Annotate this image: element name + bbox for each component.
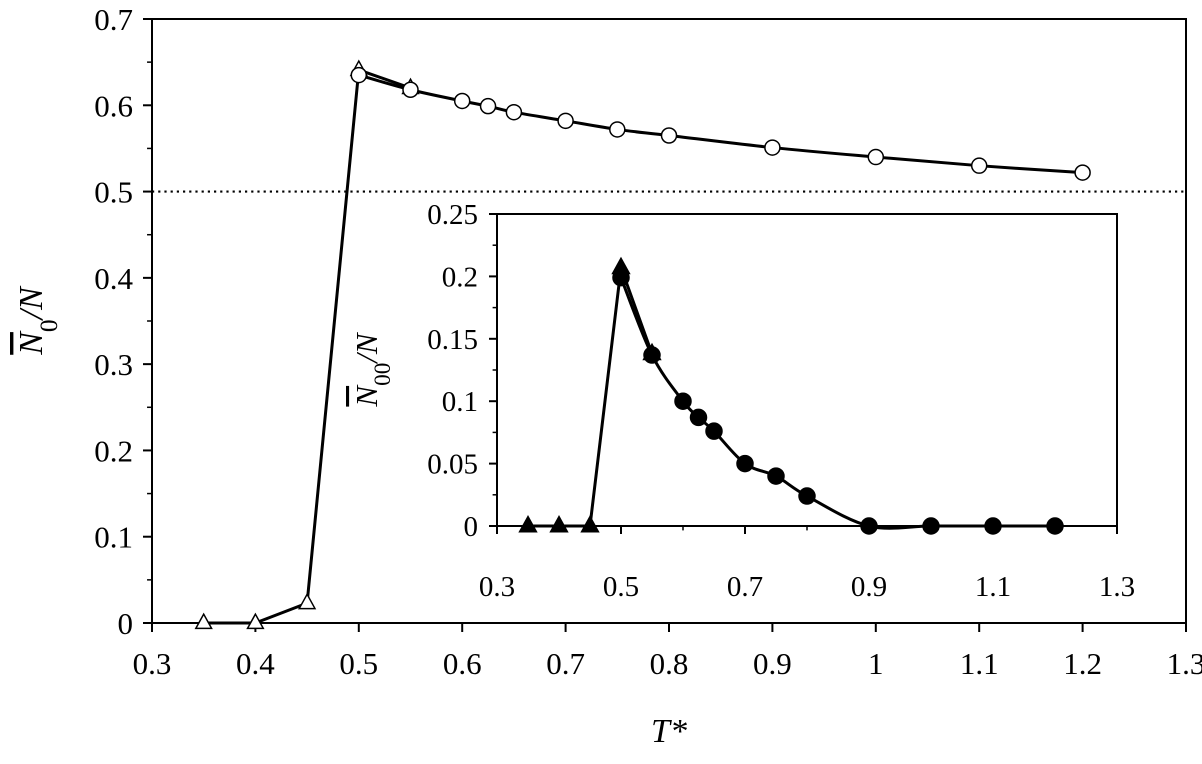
inset-y-tick-label: 0.2 — [442, 261, 478, 293]
main-data-point — [453, 92, 471, 110]
main-data-point — [479, 97, 497, 115]
main-data-point — [660, 127, 678, 144]
main-data-point — [297, 592, 317, 610]
inset-data-point — [612, 268, 630, 287]
inset-y-tick-label: 0 — [464, 511, 479, 543]
main-x-tick-label: 1.2 — [1063, 646, 1102, 681]
inset-y-axis-title-symbol: N — [349, 384, 384, 408]
main-x-tick-label: 0.6 — [443, 646, 482, 681]
main-x-axis-title: T* — [651, 713, 687, 750]
main-y-tick-label: 0.1 — [94, 520, 133, 555]
inset-data-point — [860, 517, 878, 535]
main-y-axis-title-subscript: 0 — [34, 319, 63, 332]
inset-y-tick-label: 0.15 — [427, 324, 478, 356]
main-x-tick-label: 1 — [868, 646, 884, 681]
main-y-tick-label: 0.5 — [94, 175, 133, 210]
main-series-2-markers — [350, 66, 1091, 181]
inset-y-tick-label: 0.25 — [427, 199, 478, 231]
inset-data-point — [1046, 517, 1064, 535]
inset-data-point — [705, 422, 723, 440]
main-data-point — [867, 148, 885, 166]
inset-x-tick-label: 0.3 — [479, 571, 515, 603]
inset-data-point — [922, 517, 940, 535]
inset-y-tick-label: 0.1 — [442, 386, 478, 418]
main-y-tick-label: 0.2 — [94, 433, 133, 468]
main-y-tick-label: 0.7 — [94, 2, 133, 37]
main-y-tick-label: 0.3 — [94, 347, 133, 382]
main-x-tick-label: 0.8 — [650, 646, 689, 681]
inset-y-axis-title-subscript: 00 — [370, 363, 396, 386]
inset-series-2-markers — [612, 268, 1064, 535]
main-y-axis-title: N0/N — [13, 285, 63, 356]
inset-y-axis-title-denominator: /N — [349, 331, 384, 365]
main-y-tick-label: 0.6 — [94, 88, 133, 123]
main-data-point — [970, 157, 988, 174]
main-x-tick-label: 0.4 — [236, 646, 275, 681]
inset-data-point — [798, 487, 816, 505]
main-data-point — [402, 81, 419, 99]
main-x-tick-label: 0.5 — [339, 646, 378, 681]
main-data-point — [1074, 164, 1091, 181]
main-y-axis-title-symbol: N — [13, 330, 50, 356]
inset-y-tick-label: 0.05 — [427, 449, 478, 481]
main-y-tick-label: 0.4 — [94, 261, 133, 296]
inset-plot: 0.3 0.5 0.7 0.9 1.1 1.3 0 0.05 0.1 0.15 0.2 0.25 N00… — [349, 199, 1135, 603]
main-data-point — [764, 139, 781, 156]
inset-data-point — [736, 454, 754, 473]
main-y-axis-title-denominator: /N — [13, 285, 50, 321]
main-x-tick-label: 0.9 — [753, 646, 792, 681]
inset-data-point — [689, 408, 708, 427]
inset-data-point — [767, 467, 785, 485]
inset-data-point — [580, 515, 600, 533]
inset-x-tick-label: 0.5 — [603, 571, 639, 603]
inset-x-tick-label: 0.7 — [727, 571, 763, 603]
main-data-point — [609, 121, 626, 138]
main-x-tick-label: 0.7 — [546, 646, 585, 681]
main-data-point — [194, 612, 213, 630]
main-data-point — [246, 612, 265, 630]
inset-y-axis-title: N00/N — [349, 331, 396, 408]
inset-data-point — [674, 392, 692, 410]
main-data-point — [350, 66, 368, 84]
inset-x-tick-label: 1.1 — [975, 571, 1011, 603]
main-data-point — [505, 103, 523, 121]
main-x-tick-label: 0.3 — [133, 646, 172, 681]
inset-data-point — [518, 515, 538, 533]
inset-x-tick-label: 0.9 — [851, 571, 887, 603]
main-data-point — [557, 112, 574, 130]
inset-x-tick-label: 1.3 — [1099, 571, 1135, 603]
inset-data-point — [984, 517, 1002, 535]
main-x-tick-label: 1.1 — [960, 646, 999, 681]
inset-data-point — [643, 346, 661, 364]
inset-data-point — [549, 515, 569, 533]
inset-plot-frame — [496, 213, 1118, 527]
main-y-tick-label: 0 — [118, 606, 134, 641]
main-x-tick-label: 1.3 — [1167, 646, 1202, 681]
